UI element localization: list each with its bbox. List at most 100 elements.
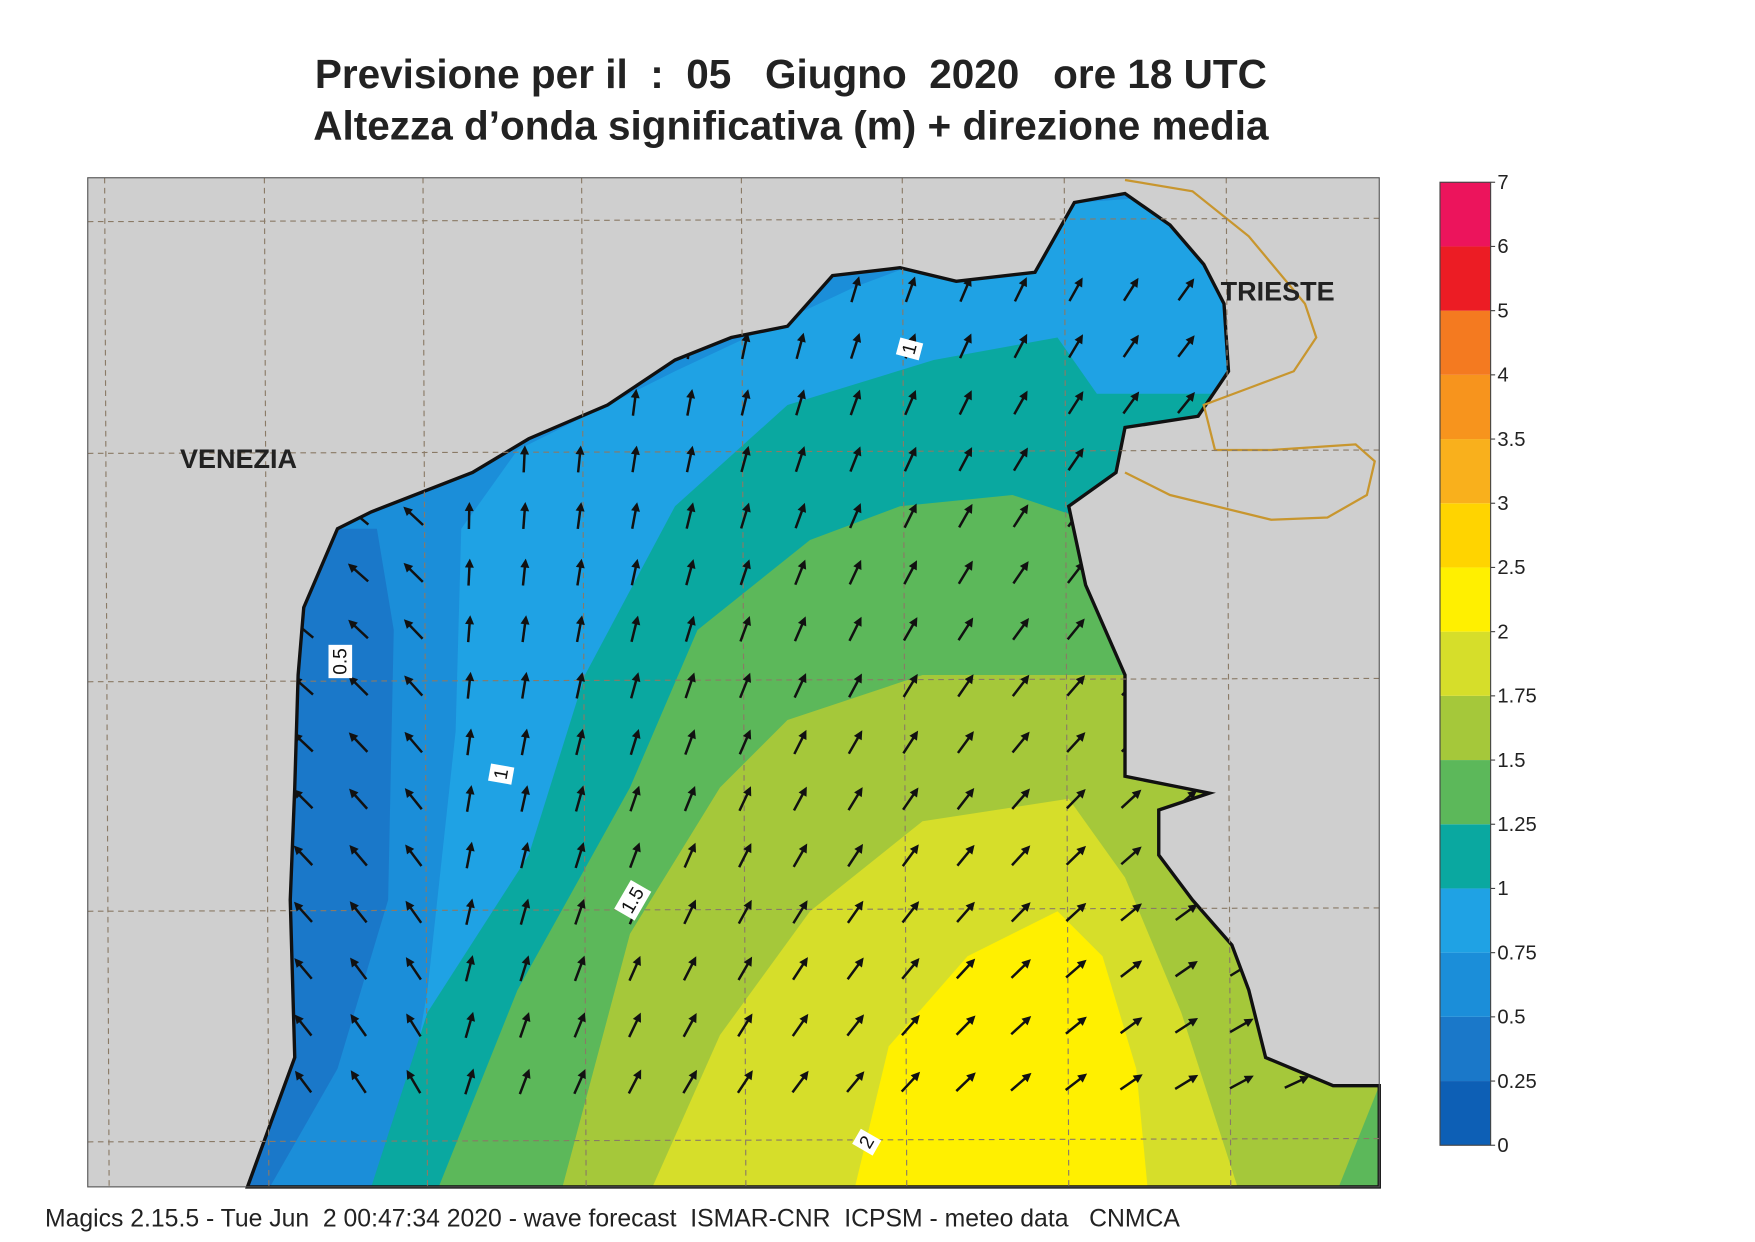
colorbar-swatch xyxy=(1440,888,1491,953)
arrow-head xyxy=(575,502,585,512)
wave-arrow xyxy=(848,673,862,698)
colorbar-label: 2 xyxy=(1497,621,1508,643)
wave-arrow xyxy=(847,787,863,811)
arrow-head xyxy=(1130,334,1139,345)
arrow-head xyxy=(404,675,414,686)
arrow-head xyxy=(1077,1073,1088,1083)
arrow-head xyxy=(521,785,530,796)
colorbar-label: 1.5 xyxy=(1497,750,1525,772)
wave-arrow xyxy=(349,788,369,810)
arrow-head xyxy=(348,676,359,686)
colorbar-label: 6 xyxy=(1497,236,1508,258)
arrow-head xyxy=(853,730,863,741)
wave-arrow xyxy=(1229,1075,1254,1090)
wave-arrow xyxy=(464,501,474,529)
arrow-head xyxy=(632,1012,641,1023)
wave-arrow xyxy=(900,1071,921,1093)
arrow-head xyxy=(464,501,474,512)
wave-arrow xyxy=(956,901,975,923)
wave-arrow xyxy=(740,332,751,360)
arrow-head xyxy=(798,786,807,797)
subtitle: Altezza d’onda significativa (m) + direz… xyxy=(313,103,1269,149)
arrow-head xyxy=(1019,561,1029,572)
wave-arrow xyxy=(1119,1017,1143,1035)
arrow-head xyxy=(1130,391,1140,402)
contour-label: 1 xyxy=(895,337,924,361)
arrow-head xyxy=(1075,618,1085,629)
arrow-head xyxy=(910,1071,921,1082)
wave-arrow xyxy=(520,785,530,812)
arrow-head xyxy=(742,729,752,740)
contour-box xyxy=(852,1128,882,1156)
arrow-head xyxy=(1187,790,1198,800)
colorbar-swatch xyxy=(1440,695,1491,761)
arrow-head xyxy=(294,1014,304,1025)
arrow-head xyxy=(575,558,585,569)
wave-arrow xyxy=(350,1013,368,1037)
wave-arrow xyxy=(902,617,918,642)
arrow-head xyxy=(294,958,304,968)
arrow-head xyxy=(1187,904,1198,914)
wave-arrow xyxy=(738,786,752,812)
meridian xyxy=(263,177,270,1187)
wave-arrow xyxy=(958,333,972,359)
arrow-head xyxy=(686,445,696,456)
arrow-head xyxy=(1021,902,1031,912)
arrow-head xyxy=(965,901,975,912)
arrow-head xyxy=(743,956,753,967)
arrow-head xyxy=(743,786,752,797)
wave-arrow xyxy=(573,1069,586,1095)
wave-arrow xyxy=(685,559,696,586)
arrow-head xyxy=(687,729,696,740)
wave-arrow xyxy=(903,446,917,472)
wave-arrow xyxy=(1177,335,1195,358)
wave-arrow xyxy=(1120,903,1142,922)
wave-arrow xyxy=(958,447,973,472)
wave-arrow xyxy=(628,955,641,982)
footer: Magics 2.15.5 - Tue Jun 2 00:47:34 2020 … xyxy=(45,1205,1180,1232)
parallel xyxy=(87,449,1380,454)
arrow-head xyxy=(742,502,751,513)
wave-arrow xyxy=(1067,391,1084,415)
meridian xyxy=(901,177,908,1187)
arrow-head xyxy=(405,844,415,855)
wave-arrow xyxy=(1065,845,1086,866)
arrow-head xyxy=(799,1070,809,1081)
wave-arrow xyxy=(848,503,862,529)
wave-arrow xyxy=(1012,617,1029,641)
colorbar-swatch xyxy=(1440,1016,1491,1082)
arrow-head xyxy=(403,619,414,629)
arrow-head xyxy=(465,728,475,738)
wave-arrow xyxy=(901,958,920,980)
wave-arrow xyxy=(1011,731,1030,754)
wave-arrow xyxy=(958,390,972,416)
arrow-head xyxy=(910,1014,920,1025)
arrow-head xyxy=(909,673,918,684)
arrow-head xyxy=(742,559,751,570)
wave-arrow xyxy=(1066,732,1086,753)
arrow-head xyxy=(963,390,972,401)
arrow-head xyxy=(1299,1076,1310,1085)
arrow-head xyxy=(1019,447,1028,458)
wave-arrow xyxy=(682,1069,698,1094)
colorbar-label: 3.5 xyxy=(1497,429,1525,451)
arrow-head xyxy=(909,617,918,628)
arrow-head xyxy=(1021,1072,1032,1083)
arrow-head xyxy=(854,957,864,968)
arrow-head xyxy=(466,1068,476,1079)
wave-arrow xyxy=(795,389,806,416)
wave-arrow xyxy=(405,900,423,924)
contour-box xyxy=(614,879,652,921)
arrow-head xyxy=(520,615,530,625)
arrow-head xyxy=(576,842,586,853)
arrow-head xyxy=(908,446,917,457)
wave-arrow xyxy=(684,729,696,755)
arrow-head xyxy=(521,1012,531,1023)
wave-arrow xyxy=(902,730,919,755)
wave-arrow xyxy=(1064,1073,1088,1092)
wave-arrow xyxy=(349,901,368,924)
contour-text: 0.5 xyxy=(331,648,352,675)
wave-arrow xyxy=(405,844,423,867)
meridian xyxy=(422,177,429,1187)
arrow-head xyxy=(1020,674,1030,685)
